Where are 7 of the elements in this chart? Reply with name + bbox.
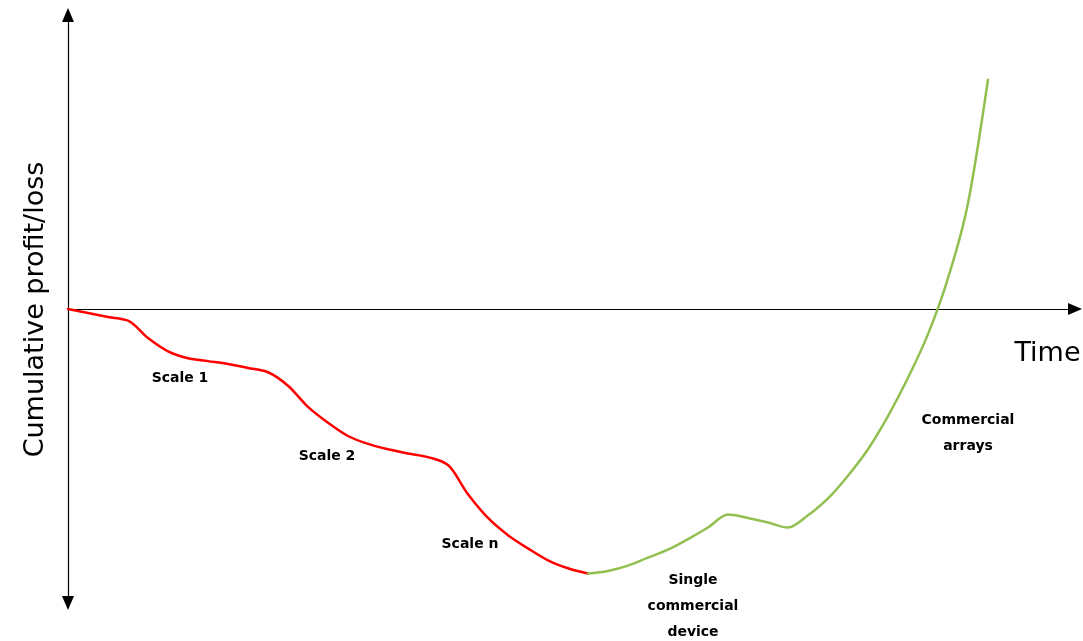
annotation: Scale n xyxy=(441,535,499,551)
annotation: Scale 1 xyxy=(151,369,209,385)
x-axis-title: Time xyxy=(1013,335,1081,367)
annotation: Scale 2 xyxy=(298,447,356,463)
annotation: Single commercial device xyxy=(647,571,739,639)
annotation: Commercial arrays xyxy=(921,411,1015,453)
y-axis-title: Cumulative profit/loss xyxy=(17,161,49,458)
